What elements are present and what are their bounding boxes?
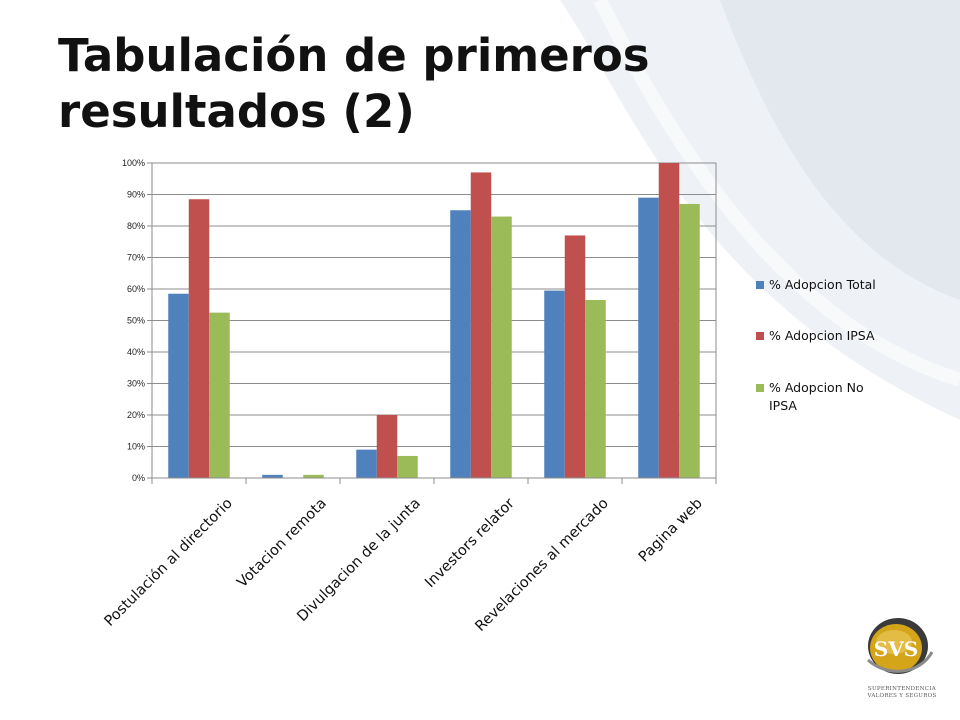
chart-bars [168, 163, 700, 479]
y-tick-label: 40% [127, 347, 145, 357]
bar-no-ipsa [491, 216, 512, 479]
bar-ipsa [564, 235, 586, 478]
legend-swatch [756, 384, 764, 392]
legend-label: % Adopcion No IPSA [769, 380, 864, 413]
bar-no-ipsa [679, 203, 700, 478]
bar-total [262, 474, 283, 478]
bar-no-ipsa [397, 455, 418, 478]
y-tick-label: 0% [132, 473, 145, 483]
y-tick-label: 90% [127, 190, 145, 200]
x-category-label: Postulación al directorio [102, 495, 236, 629]
x-category-label: Votacion remota [234, 496, 329, 591]
bar-ipsa [188, 199, 210, 478]
x-category-label: Pagina web [636, 496, 706, 566]
bar-no-ipsa [209, 312, 230, 478]
legend-label: % Adopcion Total [769, 277, 876, 292]
y-tick-label: 50% [127, 316, 145, 326]
y-tick-label: 30% [127, 379, 145, 389]
bar-total [356, 449, 377, 478]
bar-no-ipsa [303, 474, 324, 478]
bar-total [544, 290, 565, 478]
bar-total [450, 210, 471, 478]
bar-ipsa [658, 163, 680, 478]
svs-logo: SVS [866, 618, 934, 674]
bar-total [168, 293, 189, 478]
chart-legend: % Adopcion Total % Adopcion IPSA % Adopcio… [756, 277, 876, 413]
y-tick-label: 60% [127, 284, 145, 294]
y-tick-label: 70% [127, 253, 145, 263]
bar-total [638, 197, 659, 478]
y-tick-label: 80% [127, 221, 145, 231]
logo-caption-line1: SUPERINTENDENCIA [867, 686, 937, 692]
legend-label: % Adopcion IPSA [769, 328, 875, 343]
slide-title: Tabulación de primeros resultados (2) [58, 29, 650, 138]
y-tick-label: 10% [127, 442, 145, 452]
chart-gridlines [152, 162, 716, 479]
bar-ipsa [470, 172, 492, 478]
y-tick-label: 20% [127, 410, 145, 420]
bar-no-ipsa [585, 300, 606, 478]
logo-text: SVS [874, 637, 918, 661]
logo-caption: SUPERINTENDENCIA VALORES Y SEGUROS [854, 686, 950, 700]
y-tick-label: 100% [122, 158, 145, 168]
legend-swatch [756, 281, 764, 289]
bar-ipsa [376, 415, 398, 478]
legend-swatch [756, 332, 764, 340]
y-axis: 0% 10% 20% 30% 40% 50% 60% 70% 80% 90% 100% [122, 158, 717, 483]
logo-caption-line2: VALORES Y SEGUROS [867, 693, 937, 699]
x-category-label: Investors relator [422, 495, 518, 591]
